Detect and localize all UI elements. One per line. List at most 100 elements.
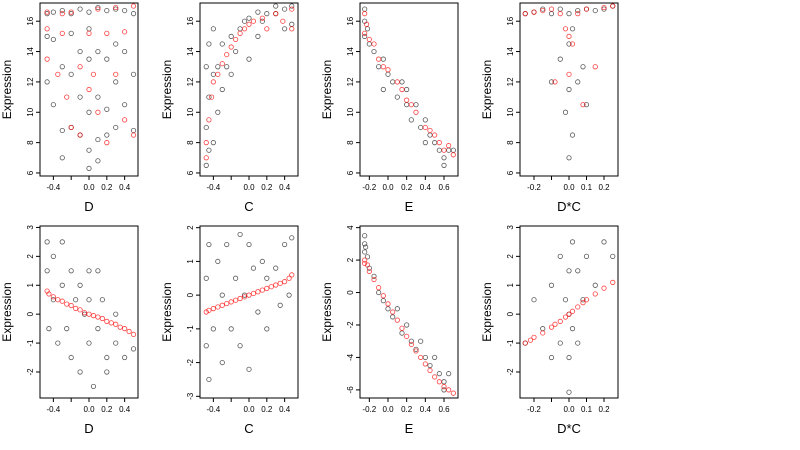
data-point: [562, 26, 569, 32]
data-point: [531, 334, 537, 340]
data-point: [436, 147, 442, 153]
series-red: [362, 11, 456, 158]
data-point: [280, 18, 286, 24]
data-point: [273, 11, 279, 17]
data-point: [408, 341, 414, 348]
y-axis-label: Expression: [320, 282, 334, 341]
data-point: [59, 11, 65, 17]
data-point: [241, 18, 248, 24]
data-point: [441, 155, 447, 161]
data-point: [206, 94, 212, 100]
data-point: [289, 6, 295, 12]
data-point: [427, 362, 433, 369]
data-point: [575, 7, 581, 14]
plot-frame: [199, 2, 299, 177]
data-point: [399, 86, 405, 93]
series-red: [203, 6, 295, 161]
data-point: [44, 239, 50, 245]
series-red: [362, 257, 456, 396]
data-point: [390, 314, 396, 320]
data-point: [68, 9, 74, 15]
data-point: [228, 33, 234, 39]
data-point: [408, 338, 414, 344]
data-point: [77, 282, 83, 288]
data-point: [50, 294, 56, 300]
data-point: [219, 41, 225, 47]
data-point: [44, 268, 50, 274]
data-point: [130, 11, 137, 17]
plot-frame: [359, 225, 459, 399]
data-point: [548, 354, 555, 361]
data-point: [210, 79, 216, 85]
data-point: [441, 162, 447, 168]
data-point: [371, 273, 377, 279]
data-point: [90, 383, 97, 390]
data-point: [592, 64, 598, 70]
series-red: [522, 3, 616, 108]
data-point: [77, 6, 83, 12]
data-point: [566, 11, 572, 17]
data-point: [418, 124, 424, 131]
data-point: [562, 314, 569, 320]
data-point: [362, 33, 368, 39]
y-tick-label: 8: [186, 140, 195, 145]
data-point: [441, 384, 447, 390]
x-tick-label: 0.6: [438, 183, 450, 192]
data-point: [250, 265, 257, 271]
data-point: [522, 11, 528, 17]
data-point: [255, 309, 261, 315]
y-tick-label: 6: [26, 170, 35, 175]
data-point: [380, 86, 386, 93]
data-point: [203, 64, 209, 70]
y-axis-label: Expression: [320, 60, 334, 119]
data-point: [385, 67, 391, 73]
data-point: [364, 262, 371, 268]
data-point: [95, 94, 101, 100]
data-point: [130, 3, 137, 9]
data-point: [122, 48, 128, 55]
data-point: [289, 26, 295, 32]
series-black: [203, 231, 295, 383]
y-tick-label: 16: [506, 16, 515, 25]
data-point: [64, 326, 70, 332]
data-point: [282, 6, 288, 12]
data-point: [73, 297, 79, 303]
data-point: [362, 260, 368, 266]
y-tick-label: 1: [26, 282, 35, 287]
data-point: [233, 48, 239, 55]
y-tick-label: -3: [186, 392, 195, 400]
x-tick-label: -0.2: [527, 405, 541, 414]
data-point: [282, 26, 288, 32]
plot-frame: [359, 2, 459, 177]
data-point: [580, 300, 586, 306]
data-point: [446, 143, 452, 149]
data-point: [569, 326, 576, 332]
data-point: [432, 132, 438, 138]
data-point: [44, 79, 50, 85]
x-tick-label: 0.0: [382, 405, 394, 414]
data-point: [215, 64, 221, 70]
data-point: [219, 359, 225, 366]
scatter-panel-5: -0.4 0.0 0.2 0.4 -2 -1 0 1 2 3 D Expression: [0, 225, 139, 436]
data-point: [394, 306, 400, 312]
data-point: [203, 140, 209, 146]
x-tick-label: 0.6: [438, 405, 450, 414]
data-point: [206, 376, 212, 383]
data-point: [264, 11, 270, 17]
data-point: [44, 26, 50, 32]
data-point: [86, 268, 92, 274]
data-point: [289, 21, 295, 27]
x-tick-label: -0.2: [362, 405, 376, 414]
y-tick-label: 16: [346, 16, 355, 25]
data-point: [113, 71, 119, 77]
y-axis-label: Expression: [480, 282, 494, 341]
data-point: [286, 292, 292, 298]
data-point: [371, 276, 377, 283]
data-point: [583, 102, 590, 108]
data-point: [575, 79, 581, 85]
data-point: [575, 340, 581, 346]
x-tick-label: -0.4: [206, 405, 220, 414]
data-point: [277, 280, 283, 286]
data-point: [215, 109, 221, 115]
data-point: [233, 36, 239, 43]
